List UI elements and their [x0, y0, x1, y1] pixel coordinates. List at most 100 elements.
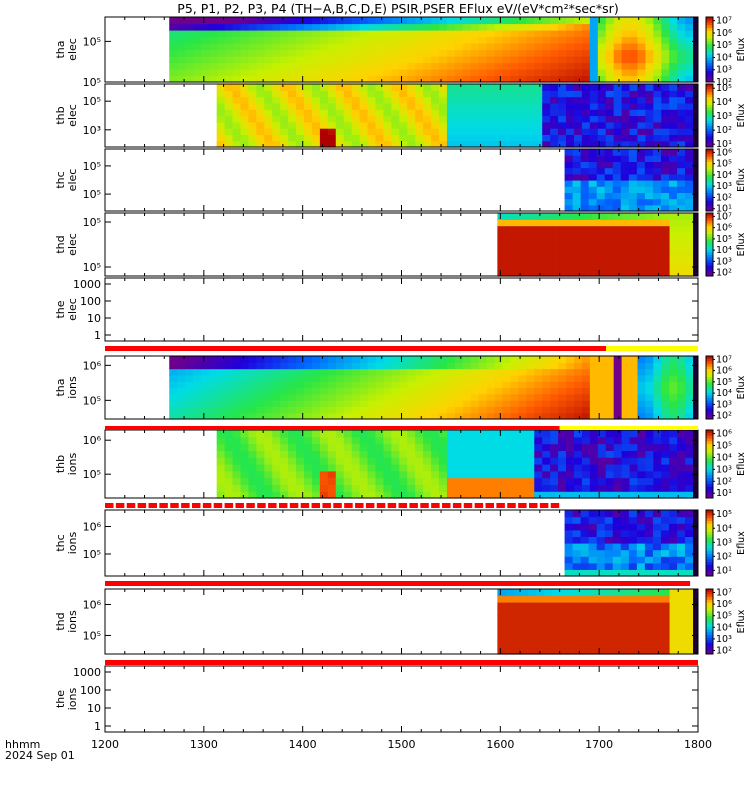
spectrogram-cell	[581, 36, 591, 44]
spectrogram-cell	[375, 69, 385, 77]
spectrogram-cell	[447, 406, 456, 414]
spectrogram-cell	[486, 36, 496, 44]
colorbar-swatch	[706, 110, 713, 114]
spectrogram-cell	[685, 615, 694, 623]
colorbar-swatch	[706, 361, 713, 365]
spectrogram-cell	[462, 470, 472, 479]
spectrogram-cell	[581, 84, 591, 91]
spectrogram-cell	[462, 484, 472, 492]
spectrogram-cell	[296, 412, 305, 420]
spectrogram-cell	[248, 36, 258, 44]
spectrogram-cell	[645, 36, 654, 44]
spectrogram-cell	[518, 109, 527, 117]
spectrogram-cell	[296, 23, 305, 31]
spectrogram-cell	[454, 121, 464, 129]
spectrogram-cell	[423, 374, 432, 382]
spectrogram-cell	[677, 149, 686, 156]
spectrogram-cell	[518, 356, 527, 363]
spectrogram-cell	[462, 56, 472, 64]
spectrogram-cell	[518, 464, 527, 472]
spectrogram-cell	[478, 49, 488, 57]
spectrogram-cell	[542, 121, 551, 129]
spectrogram-cell	[613, 464, 623, 472]
spectrogram-cell	[542, 84, 551, 91]
spectrogram-cell	[513, 213, 522, 220]
spectrogram-cell	[542, 30, 551, 38]
spectrogram-cell	[240, 69, 250, 77]
spectrogram-cell	[645, 406, 654, 414]
spectrogram-cell	[542, 387, 551, 395]
spectrogram-cell	[240, 457, 250, 465]
spectrogram-cell	[351, 470, 361, 479]
y-axis-label-line: elec	[66, 298, 79, 321]
colorbar-swatch	[706, 139, 713, 143]
spectrogram-cell	[320, 23, 329, 31]
spectrogram-cell	[526, 134, 535, 142]
spectrogram-cell	[248, 43, 258, 51]
spectrogram-cell	[494, 140, 504, 148]
spectrogram-cell	[335, 436, 345, 445]
spectrogram-cell	[478, 477, 488, 485]
spectrogram-cell	[391, 412, 401, 420]
spectrogram-cell	[644, 149, 654, 156]
spectrogram-cell	[319, 84, 329, 91]
spectrogram-cell	[438, 430, 448, 438]
spectrogram-cell	[343, 381, 353, 389]
spectrogram-cell	[383, 115, 392, 123]
spectrogram-cell	[536, 647, 545, 655]
spectrogram-cell	[645, 374, 654, 382]
spectrogram-cell	[446, 464, 456, 472]
spectrogram-cell	[391, 30, 401, 38]
spectrogram-cell	[478, 30, 488, 38]
spectrogram-cell	[462, 430, 472, 438]
spectrogram-cell	[566, 121, 575, 129]
spectrogram-cell	[494, 56, 504, 64]
spectrogram-cell	[423, 450, 432, 458]
spectrogram-cell	[423, 69, 432, 77]
spectrogram-cell	[454, 491, 464, 499]
spectrogram-cell	[486, 406, 496, 414]
spectrogram-cell	[193, 400, 202, 407]
spectrogram-cell	[169, 75, 178, 83]
spectrogram-cell	[264, 49, 274, 57]
spectrogram-cell	[588, 161, 598, 169]
spectrogram-cell	[528, 647, 538, 655]
spectrogram-cell	[550, 69, 559, 77]
spectrogram-cell	[685, 62, 694, 70]
spectrogram-cell	[622, 244, 632, 252]
spectrogram-cell	[629, 457, 639, 465]
spectrogram-cell	[391, 43, 401, 51]
spectrogram-cell	[518, 75, 527, 83]
spectrogram-cell	[645, 443, 654, 451]
spectrogram-cell	[193, 406, 202, 414]
colorbar-swatch	[706, 449, 713, 454]
spectrogram-cell	[637, 356, 647, 363]
spectrogram-cell	[612, 149, 622, 156]
spectrogram-cell	[399, 49, 408, 57]
spectrogram-cell	[399, 56, 408, 64]
spectrogram-cell	[470, 387, 480, 395]
spectrogram-cell	[407, 412, 416, 420]
spectrogram-cell	[638, 608, 647, 616]
spectrogram-cell	[264, 436, 273, 445]
spectrogram-cell	[583, 225, 592, 233]
spectrogram-cell	[439, 387, 448, 395]
colorbar-tick-label: 10⁶	[716, 599, 732, 610]
spectrogram-cell	[502, 43, 512, 51]
spectrogram-cell	[240, 362, 250, 370]
spectrogram-cell	[620, 204, 630, 212]
spectrogram-cell	[588, 556, 598, 564]
spectrogram-cell	[613, 368, 623, 376]
spectrogram-cell	[399, 90, 408, 98]
spectrogram-cell	[383, 43, 393, 51]
spectrogram-cell	[606, 263, 616, 271]
spectrogram-cell	[399, 109, 408, 117]
spectrogram-cell	[621, 393, 631, 401]
spectrogram-cell	[462, 109, 472, 117]
spectrogram-cell	[486, 443, 496, 451]
spectrogram-cell	[677, 536, 686, 544]
colorbar-frame	[705, 509, 714, 577]
spectrogram-cell	[288, 128, 297, 135]
status-bars-layer	[105, 346, 698, 665]
spectrogram-cell	[327, 84, 337, 91]
